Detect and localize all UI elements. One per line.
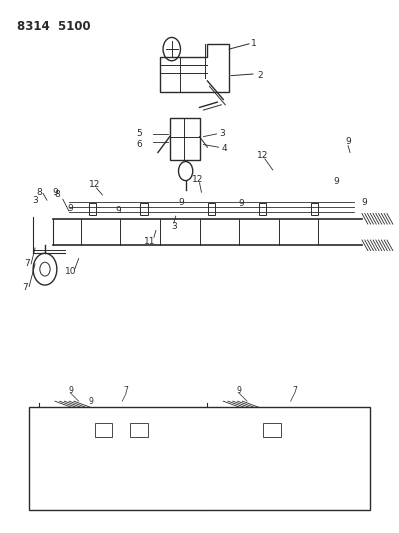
Text: 9: 9 — [68, 204, 73, 213]
Text: 9: 9 — [238, 199, 244, 208]
Text: 9: 9 — [361, 198, 367, 207]
Text: 8: 8 — [54, 190, 60, 199]
Text: 13: 13 — [160, 414, 170, 423]
Text: 4: 4 — [221, 144, 227, 153]
Text: 8314  5100: 8314 5100 — [17, 20, 91, 33]
Text: 9: 9 — [68, 386, 73, 395]
Text: 5: 5 — [136, 130, 142, 139]
Text: 10: 10 — [65, 268, 77, 276]
Text: 12: 12 — [192, 174, 203, 183]
Text: 9: 9 — [345, 138, 351, 147]
Text: 7: 7 — [24, 260, 30, 268]
Text: 7: 7 — [48, 409, 53, 418]
Text: 9: 9 — [115, 206, 121, 215]
FancyBboxPatch shape — [29, 407, 370, 511]
Text: W/ECS: W/ECS — [74, 491, 103, 500]
Text: 12: 12 — [257, 151, 269, 160]
Text: 3: 3 — [171, 222, 177, 231]
Text: 9: 9 — [333, 177, 339, 186]
Text: 7: 7 — [124, 386, 128, 395]
Text: 9: 9 — [237, 386, 241, 395]
Text: 6: 6 — [136, 140, 142, 149]
Text: 7: 7 — [22, 283, 28, 292]
Text: 11: 11 — [144, 237, 156, 246]
Text: 8: 8 — [36, 188, 42, 197]
Text: 9: 9 — [179, 198, 185, 207]
Text: 2: 2 — [257, 71, 263, 80]
Text: 12: 12 — [89, 180, 100, 189]
Text: 3: 3 — [219, 130, 225, 139]
Text: 3: 3 — [32, 196, 38, 205]
Text: 1: 1 — [251, 39, 257, 49]
Text: 9: 9 — [52, 188, 58, 197]
Text: W/O ECS: W/O ECS — [251, 491, 290, 500]
Text: 9: 9 — [88, 397, 93, 406]
Text: 7: 7 — [216, 409, 221, 418]
Text: 7: 7 — [292, 386, 297, 395]
